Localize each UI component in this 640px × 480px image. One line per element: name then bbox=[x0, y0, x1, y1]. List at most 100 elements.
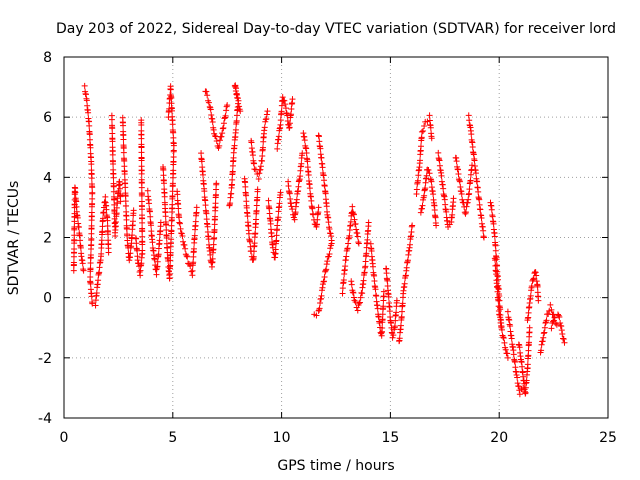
data-point bbox=[373, 292, 380, 299]
series-arc36 bbox=[537, 301, 560, 356]
data-point bbox=[550, 317, 557, 324]
data-point bbox=[351, 216, 358, 223]
data-point bbox=[122, 184, 129, 191]
data-point bbox=[396, 335, 403, 342]
data-point bbox=[286, 120, 293, 127]
data-point bbox=[327, 230, 334, 237]
data-point bbox=[176, 214, 183, 221]
data-point bbox=[86, 122, 93, 129]
data-point bbox=[319, 164, 326, 171]
data-point bbox=[456, 178, 463, 185]
data-point bbox=[167, 85, 174, 92]
series-arc02 bbox=[81, 82, 96, 307]
data-point bbox=[450, 195, 457, 202]
data-point bbox=[404, 257, 411, 264]
data-point bbox=[324, 258, 331, 265]
data-point bbox=[295, 183, 302, 190]
data-point bbox=[463, 203, 470, 210]
data-point bbox=[314, 216, 321, 223]
data-point bbox=[216, 137, 223, 144]
y-tick-label: 0 bbox=[43, 291, 52, 307]
data-point bbox=[139, 247, 146, 254]
data-point bbox=[253, 216, 260, 223]
series-arc22 bbox=[348, 219, 372, 314]
data-point bbox=[223, 103, 230, 110]
data-point bbox=[89, 300, 96, 307]
data-point bbox=[308, 197, 315, 204]
data-point bbox=[130, 207, 137, 214]
data-point bbox=[175, 205, 182, 212]
data-point bbox=[352, 298, 359, 305]
data-point bbox=[263, 115, 270, 122]
data-point bbox=[109, 125, 116, 132]
data-point bbox=[188, 268, 195, 275]
data-point bbox=[325, 219, 332, 226]
data-point bbox=[190, 245, 197, 252]
data-point bbox=[316, 305, 323, 312]
data-point bbox=[440, 185, 447, 192]
data-point bbox=[104, 217, 111, 224]
data-point bbox=[557, 320, 564, 327]
data-point bbox=[292, 209, 299, 216]
data-point bbox=[468, 131, 475, 138]
data-point bbox=[227, 200, 234, 207]
data-point bbox=[251, 160, 258, 167]
data-point bbox=[71, 232, 78, 239]
data-point bbox=[409, 222, 416, 229]
data-point bbox=[179, 233, 186, 240]
x-tick-label: 15 bbox=[381, 430, 399, 446]
data-point bbox=[116, 185, 123, 192]
data-point bbox=[541, 329, 548, 336]
data-point bbox=[89, 184, 96, 191]
data-point bbox=[88, 203, 95, 210]
data-point bbox=[508, 335, 515, 342]
data-point bbox=[252, 230, 259, 237]
data-point bbox=[458, 191, 465, 198]
data-point bbox=[354, 233, 361, 240]
data-point bbox=[281, 97, 288, 104]
series-arc19 bbox=[315, 132, 335, 244]
data-point bbox=[282, 101, 289, 108]
data-point bbox=[376, 320, 383, 327]
data-point bbox=[87, 144, 94, 151]
data-point bbox=[161, 193, 168, 200]
data-point bbox=[427, 124, 434, 131]
data-point bbox=[453, 158, 460, 165]
data-point bbox=[357, 294, 364, 301]
data-point bbox=[428, 135, 435, 142]
data-point bbox=[134, 247, 141, 254]
data-point bbox=[193, 204, 200, 211]
data-point bbox=[436, 157, 443, 164]
data-point bbox=[170, 153, 177, 160]
data-point bbox=[326, 226, 333, 233]
data-point bbox=[528, 283, 535, 290]
data-point bbox=[475, 188, 482, 195]
data-point bbox=[355, 240, 362, 247]
data-point bbox=[326, 250, 333, 257]
data-point bbox=[504, 350, 511, 357]
data-point bbox=[397, 322, 404, 329]
data-point bbox=[560, 335, 567, 342]
data-point bbox=[96, 269, 103, 276]
data-point bbox=[542, 319, 549, 326]
data-point bbox=[205, 99, 212, 106]
data-point bbox=[204, 92, 211, 99]
data-point bbox=[95, 277, 102, 284]
data-point bbox=[491, 233, 498, 240]
series-arc17 bbox=[285, 150, 306, 223]
data-point bbox=[435, 149, 442, 156]
data-point bbox=[328, 233, 335, 240]
data-point bbox=[153, 271, 160, 278]
x-tick-label: 0 bbox=[60, 430, 69, 446]
data-point bbox=[548, 306, 555, 313]
data-point bbox=[88, 175, 95, 182]
data-point bbox=[480, 234, 487, 241]
data-point bbox=[380, 288, 387, 295]
data-point bbox=[203, 88, 210, 95]
data-point bbox=[110, 174, 117, 181]
data-point bbox=[168, 236, 175, 243]
data-point bbox=[328, 240, 335, 247]
data-point bbox=[275, 214, 282, 221]
data-point bbox=[467, 177, 474, 184]
data-point bbox=[368, 247, 375, 254]
